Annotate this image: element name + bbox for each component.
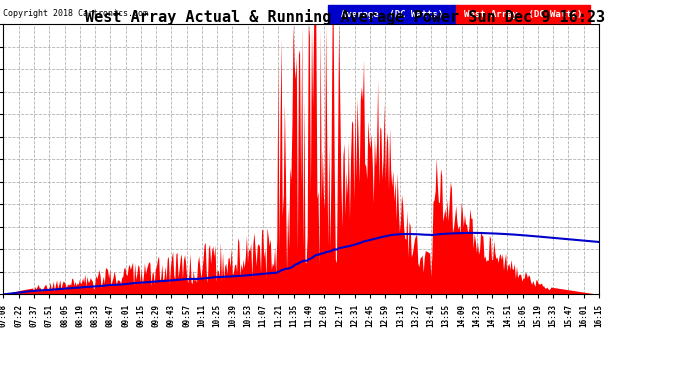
FancyBboxPatch shape: [456, 6, 590, 23]
FancyBboxPatch shape: [328, 6, 456, 23]
Text: West Array Actual & Running Average Power Sun Dec 9 16:23: West Array Actual & Running Average Powe…: [85, 9, 605, 26]
Text: Copyright 2018 Cartronics.com: Copyright 2018 Cartronics.com: [3, 9, 148, 18]
Text: Average  (DC Watts): Average (DC Watts): [341, 10, 443, 19]
Text: West Array  (DC Watts): West Array (DC Watts): [464, 10, 582, 19]
